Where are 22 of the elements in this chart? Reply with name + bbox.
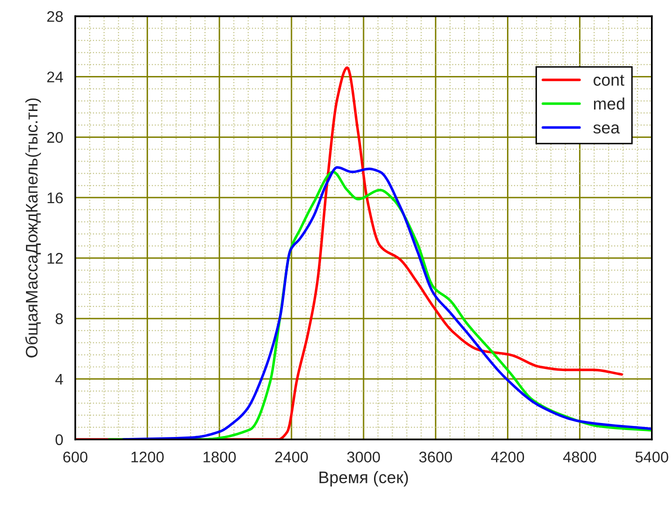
x-tick-label: 3000 <box>347 452 380 462</box>
x-tick-label: 5400 <box>635 452 668 462</box>
y-tick-label: 24 <box>47 72 64 82</box>
y-tick-label: 20 <box>47 132 63 143</box>
y-tick-label: 12 <box>48 252 63 264</box>
legend-label: cont <box>594 74 624 86</box>
x-axis-title: Время (сек) <box>320 471 408 487</box>
y-tick-label: 0 <box>56 434 63 446</box>
x-tick-label: 1800 <box>204 452 236 462</box>
x-tick-label: 2400 <box>275 452 308 462</box>
x-tick-label: 3600 <box>419 452 452 462</box>
x-tick-label: 4800 <box>563 452 596 462</box>
x-tick-label: 4200 <box>491 452 524 462</box>
x-tick-label: 1200 <box>132 452 164 462</box>
y-tick-label: 8 <box>56 313 63 324</box>
legend-label: sea <box>593 124 620 134</box>
y-tick-label: 4 <box>55 374 64 385</box>
legend-label: med <box>594 97 624 110</box>
y-tick-label: 16 <box>48 192 63 204</box>
y-axis-title: ОбщаяМассаДождКапель(тыс.тн) <box>25 98 41 358</box>
x-tick-label: 600 <box>63 452 88 462</box>
y-tick-label: 28 <box>47 11 63 22</box>
